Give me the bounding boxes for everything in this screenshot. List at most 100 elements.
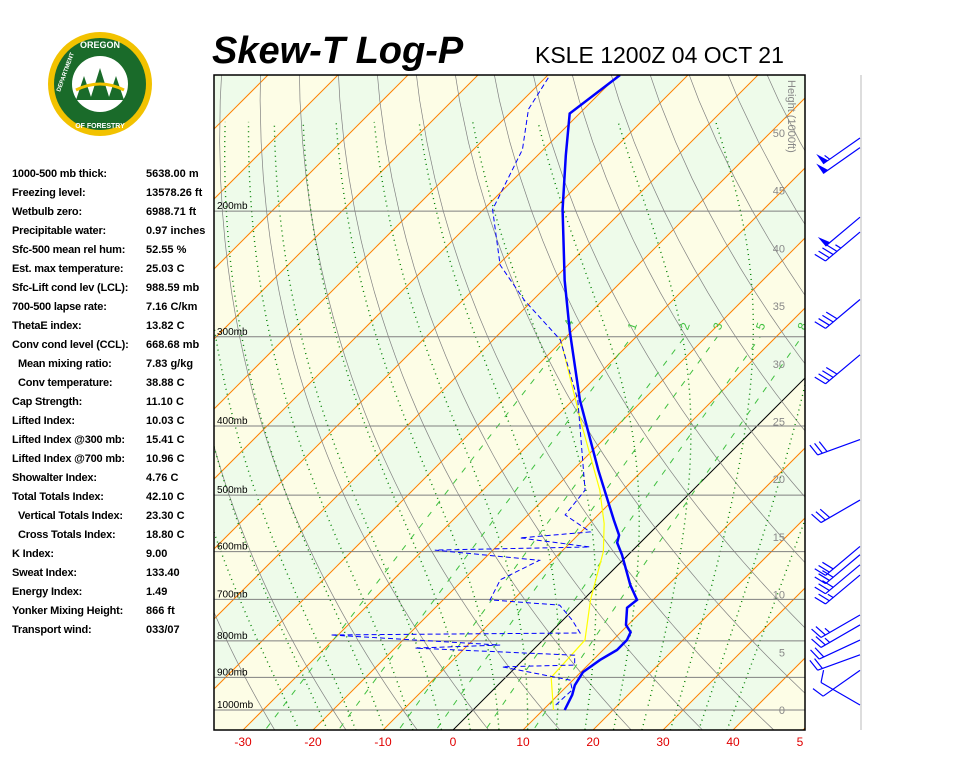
- barb-pennant: [817, 236, 831, 247]
- barb-half-feather: [824, 627, 831, 633]
- barb-feather: [822, 570, 834, 578]
- height-label: 25: [773, 417, 785, 429]
- x-tick-label: -10: [374, 735, 392, 749]
- stat-value: 668.68 mb: [146, 339, 200, 351]
- barb-feather: [818, 441, 828, 452]
- barb-feather: [815, 626, 826, 636]
- stat-value: 13.82 C: [146, 320, 185, 332]
- pressure-label: 800mb: [217, 631, 248, 642]
- temperature-profile: [561, 75, 639, 711]
- plot-area: .4 1 2 3 5 8: [0, 0, 960, 740]
- stat-label: Showalter Index:: [12, 472, 97, 484]
- moist-adiabat: [247, 121, 414, 730]
- wind-barb: [811, 499, 861, 524]
- dry-adiabat: [917, 0, 960, 740]
- pressure-label: 300mb: [217, 327, 248, 338]
- wind-barb: [820, 669, 861, 706]
- barb-feather: [818, 373, 830, 382]
- plot-frame: [213, 74, 806, 731]
- stat-label: Conv temperature:: [18, 377, 113, 389]
- isotherm: [214, 75, 619, 480]
- barb-feather: [809, 444, 819, 456]
- stat-label: Lifted Index @300 mb:: [12, 434, 125, 446]
- stat-value: 7.83 g/kg: [146, 358, 194, 370]
- stat-value: 13578.26 ft: [146, 187, 203, 199]
- stat-value: 033/07: [146, 624, 180, 636]
- stat-value: 25.03 C: [146, 263, 185, 275]
- pressure-label: 200mb: [217, 201, 248, 212]
- stat-value: 23.30 C: [146, 510, 185, 522]
- barb-feather: [811, 638, 822, 648]
- barb-feather: [814, 376, 826, 385]
- stat-label: Total Totals Index:: [12, 491, 104, 503]
- x-tick-label: 0: [450, 735, 457, 749]
- barb-feather: [814, 596, 826, 605]
- isotherm-band: [0, 0, 207, 740]
- stat-label: Transport wind:: [12, 624, 92, 636]
- wind-barb: [816, 137, 861, 165]
- stat-label: ThetaE index:: [12, 320, 82, 332]
- barb-shaft: [825, 299, 861, 329]
- stat-label: Cross Totals Index:: [18, 529, 116, 541]
- x-tick-label: 10: [516, 735, 530, 749]
- isotherm: [214, 75, 339, 200]
- stat-label: Est. max temperature:: [12, 263, 124, 275]
- isotherm: [0, 0, 207, 740]
- stat-value: 11.10 C: [146, 396, 184, 408]
- mixing-ratio-label: 1: [625, 320, 641, 331]
- barb-shaft: [825, 231, 861, 262]
- dry-adiabat: [214, 611, 276, 730]
- barb-shaft: [825, 564, 861, 595]
- barb-feather: [814, 586, 826, 595]
- pressure-label: 700mb: [217, 589, 248, 600]
- stat-value: 133.40: [146, 567, 180, 579]
- barb-feather: [809, 659, 819, 671]
- height-label: 10: [773, 590, 785, 602]
- isotherm: [214, 75, 269, 130]
- barb-feather: [814, 321, 826, 329]
- barb-feather: [825, 311, 838, 320]
- wind-barb: [809, 654, 861, 671]
- barb-feather: [825, 244, 838, 252]
- height-label: 30: [773, 359, 785, 371]
- mixing-ratio-label: 3: [710, 320, 726, 331]
- stat-value: 4.76 C: [146, 472, 179, 484]
- barb-half-feather: [827, 593, 834, 599]
- barb-shaft: [817, 654, 861, 671]
- stat-label: 1000-500 mb thick:: [12, 168, 107, 180]
- svg-text:OF FORESTRY: OF FORESTRY: [75, 123, 125, 130]
- wind-barb: [814, 354, 861, 385]
- wind-barb: [811, 624, 861, 648]
- isotherm: [522, 447, 805, 730]
- station-time-label: KSLE 1200Z 04 OCT 21: [535, 42, 784, 68]
- stat-value: 1.49: [146, 586, 168, 598]
- height-label: 20: [773, 474, 785, 486]
- x-tick-label: 40: [726, 735, 740, 749]
- stat-value: 10.96 C: [146, 453, 185, 465]
- oregon-department-of-forestry-logo: OREGON OF FORESTRY DEPARTMENT: [48, 32, 152, 136]
- barb-feather: [822, 314, 834, 323]
- barb-feather: [818, 573, 830, 581]
- stat-value: 42.10 C: [146, 491, 185, 503]
- height-label: 50: [773, 128, 785, 140]
- isotherm: [312, 237, 805, 730]
- stat-value: 15.41 C: [146, 434, 185, 446]
- stat-value: 866 ft: [146, 605, 175, 617]
- dry-adiabat: [953, 0, 960, 740]
- wind-barb: [812, 669, 861, 697]
- mixing-ratio-label: 8: [794, 320, 810, 331]
- barb-feather: [815, 636, 826, 646]
- wind-barb: [816, 147, 861, 174]
- barb-feather: [822, 580, 834, 588]
- x-tick-label: 30: [656, 735, 670, 749]
- height-label: 45: [773, 186, 785, 198]
- barb-half-feather: [824, 637, 831, 643]
- svg-text:OREGON: OREGON: [80, 40, 120, 50]
- stat-label: Freezing level:: [12, 187, 86, 199]
- x-tick-label: -20: [304, 735, 322, 749]
- height-label: 5: [779, 647, 785, 659]
- height-label: 35: [773, 301, 785, 313]
- barb-shaft: [825, 545, 861, 576]
- wind-barb: [814, 574, 861, 605]
- isotherm: [863, 0, 960, 740]
